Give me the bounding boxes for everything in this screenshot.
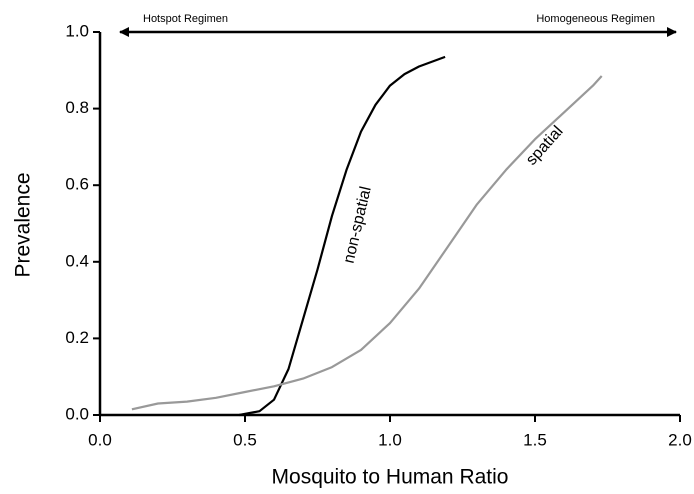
line-series <box>238 55 446 417</box>
annotation: Homogeneous Regimen <box>536 13 655 25</box>
x-axis-title: Mosquito to Human Ratio <box>272 466 509 489</box>
x-tick-label: 0.5 <box>233 430 257 449</box>
y-tick-label: 0.8 <box>65 98 89 117</box>
x-tick-label: 1.5 <box>523 430 547 449</box>
line-series <box>131 75 603 411</box>
y-axis-title: Prevalence <box>12 172 35 277</box>
x-tick-label: 2.0 <box>668 430 692 449</box>
annotation: Hotspot Regimen <box>143 13 228 25</box>
y-tick-label: 1.0 <box>65 21 89 40</box>
y-tick-label: 0.0 <box>65 404 89 423</box>
y-tick-label: 0.6 <box>65 175 89 194</box>
x-tick-label: 1.0 <box>378 430 402 449</box>
series-label: non-spatial <box>341 185 375 265</box>
y-tick-label: 0.2 <box>65 328 89 347</box>
y-tick-label: 0.4 <box>65 251 89 270</box>
x-tick-label: 0.0 <box>88 430 112 449</box>
